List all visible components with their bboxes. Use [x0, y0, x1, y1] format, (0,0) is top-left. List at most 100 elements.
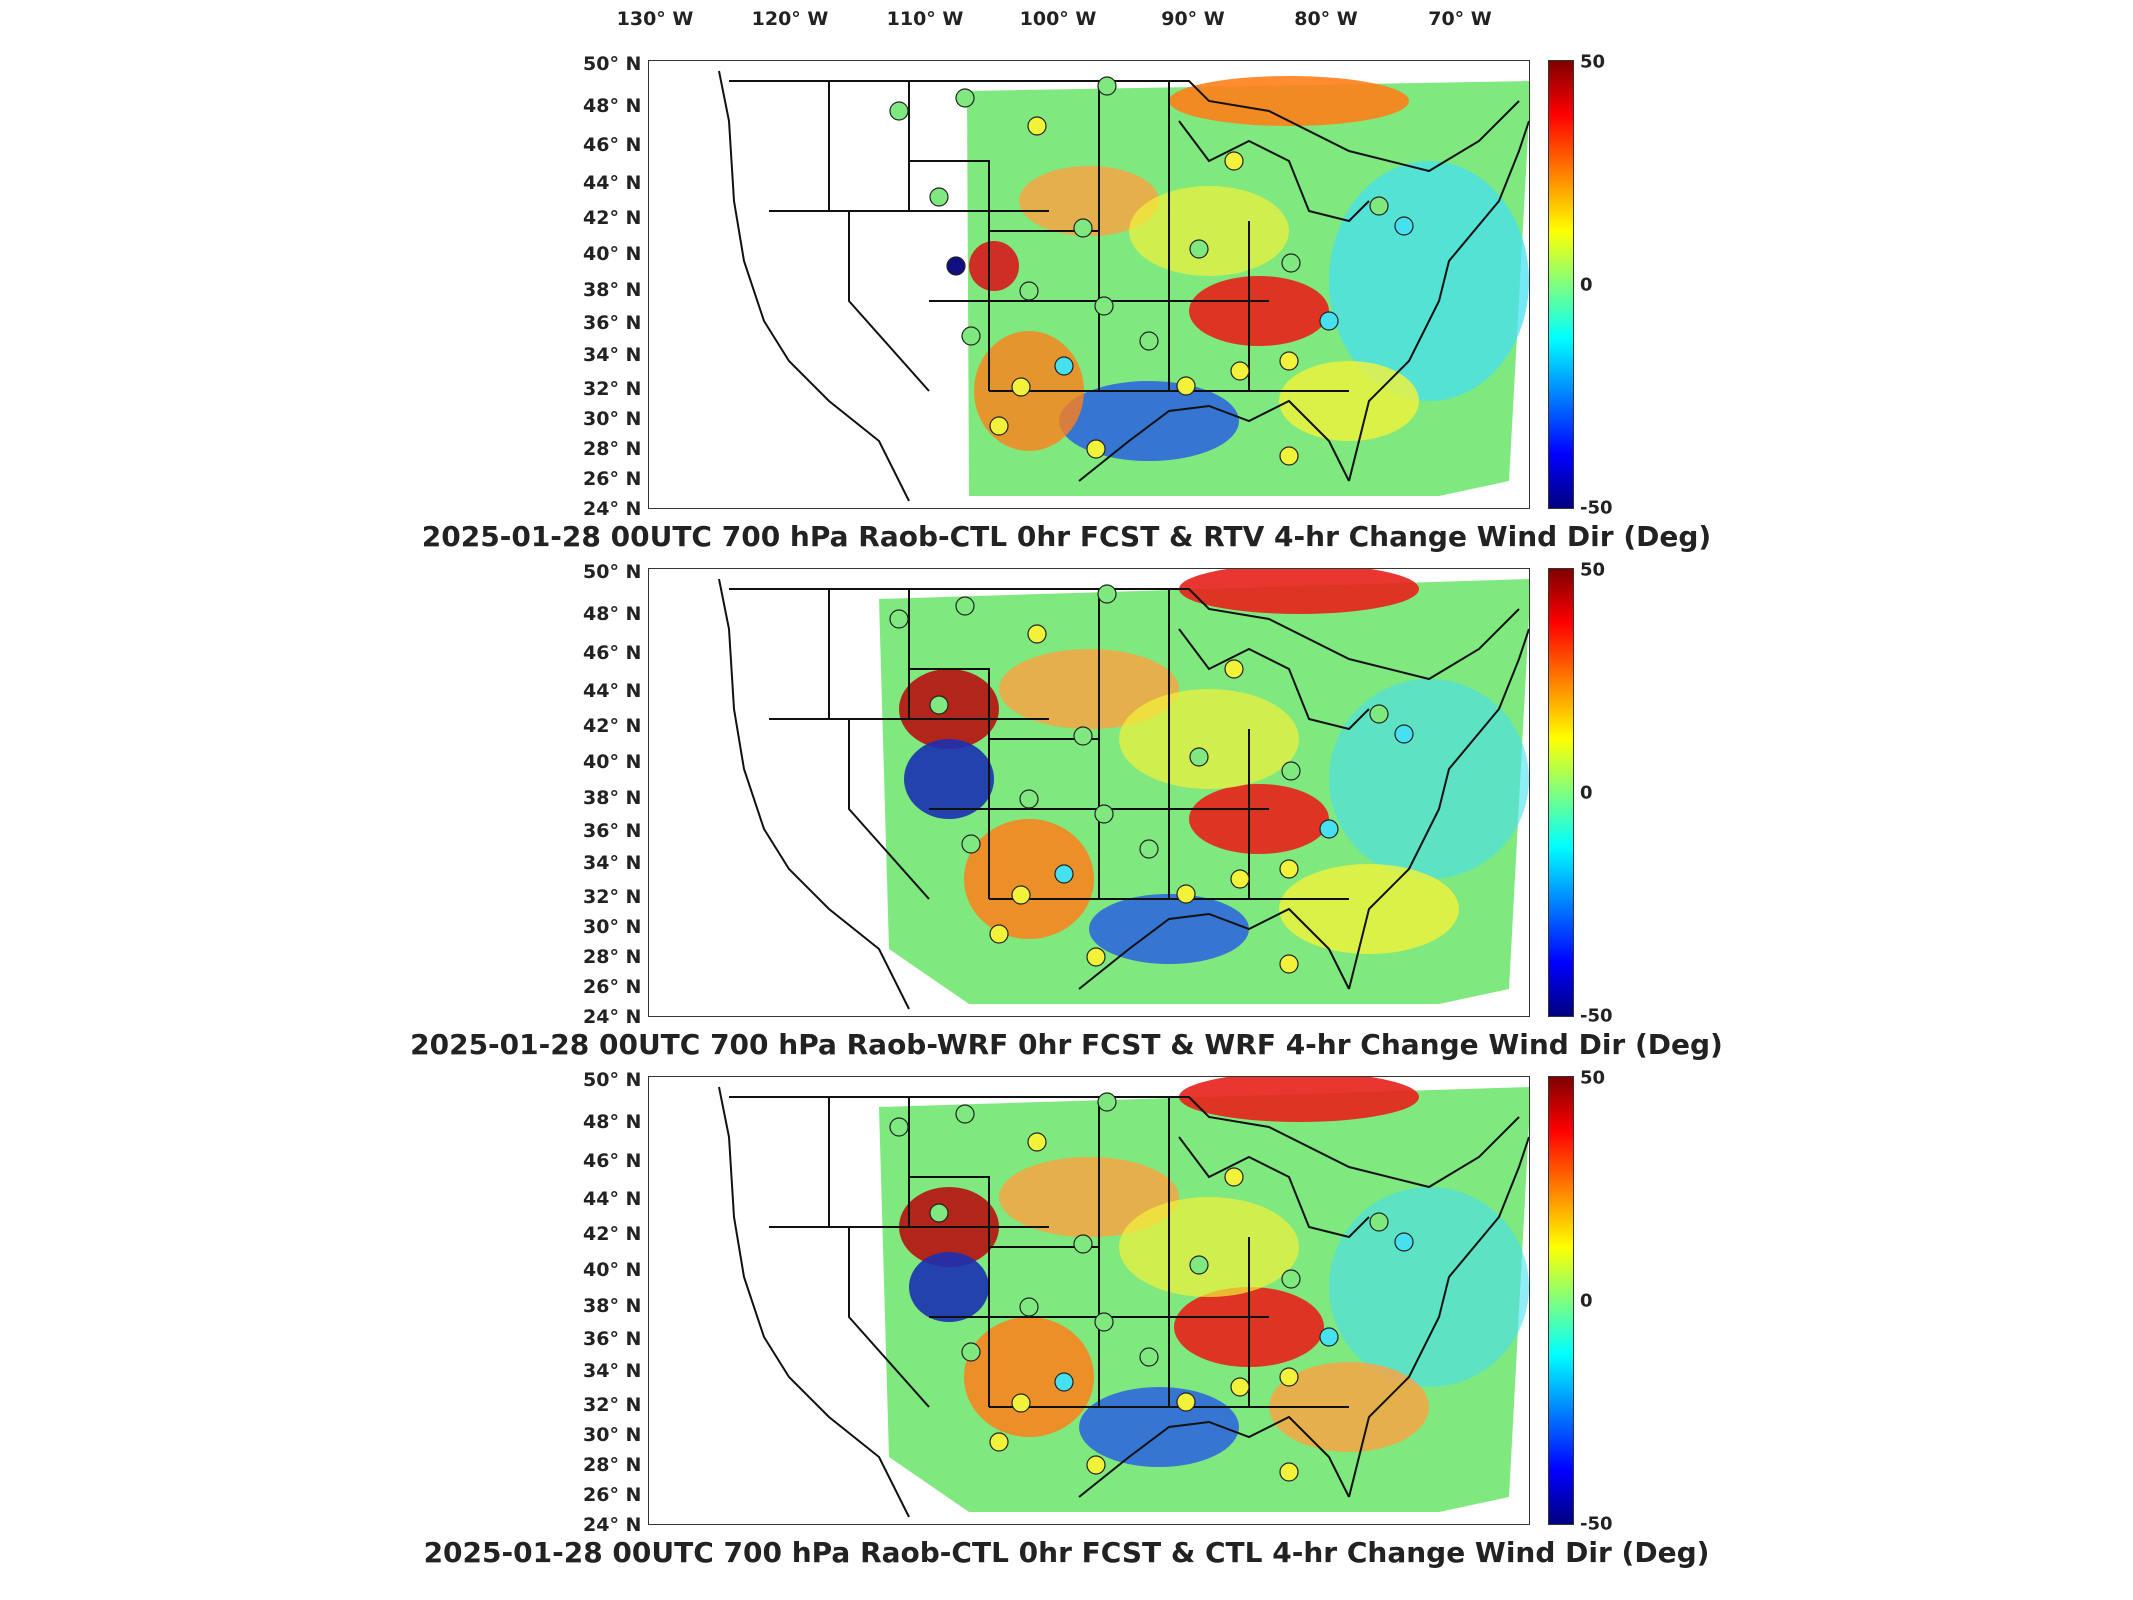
field-yellow-midwest [1119, 689, 1299, 789]
station-marker [1086, 439, 1106, 459]
border-canada [729, 1096, 1520, 1189]
station-marker [929, 1203, 949, 1223]
station-marker [1279, 1367, 1299, 1387]
colorbar-mid-label: 0 [1580, 782, 1593, 804]
field-orange-texas [964, 819, 1094, 939]
lat-label: 36° N [583, 820, 642, 842]
field-red-northeast [1179, 1077, 1419, 1122]
station-marker [1189, 1255, 1209, 1275]
great-lakes [1178, 1136, 1370, 1239]
field-blue-gulf [1089, 894, 1249, 964]
lat-label: 24° N [583, 1514, 642, 1536]
colorbar [1548, 568, 1574, 1017]
station-marker [1086, 1455, 1106, 1475]
lat-label: 30° N [583, 916, 642, 938]
great-lakes [1178, 120, 1370, 223]
panel-title: 2025-01-28 00UTC 700 hPa Raob-CTL 0hr FC… [421, 520, 1712, 553]
west-coast [718, 1086, 910, 1518]
lat-label: 32° N [583, 886, 642, 908]
station-marker [889, 609, 909, 629]
station-marker [1189, 747, 1209, 767]
lon-label: 80° W [1294, 8, 1358, 30]
lon-label: 70° W [1428, 8, 1492, 30]
lat-label: 50° N [583, 53, 642, 75]
great-lakes [1178, 628, 1370, 731]
lat-label: 50° N [583, 1069, 642, 1091]
lat-label: 36° N [583, 312, 642, 334]
map-plot [648, 1076, 1530, 1525]
lon-label: 120° W [751, 8, 829, 30]
colorbar-mid-label: 0 [1580, 274, 1593, 296]
east-coast [1348, 1136, 1529, 1498]
station-marker [1369, 1212, 1389, 1232]
lat-label: 34° N [583, 344, 642, 366]
colorbar-min-label: -50 [1580, 1005, 1613, 1027]
station-marker [1369, 196, 1389, 216]
field-red-northeast [1169, 76, 1409, 126]
station-marker [1019, 789, 1039, 809]
lat-label: 46° N [583, 134, 642, 156]
station-marker [1094, 1312, 1114, 1332]
longitude-axis: 130° W 120° W 110° W 100° W 90° W 80° W … [0, 0, 2133, 40]
station-marker [1139, 1347, 1159, 1367]
east-coast [1348, 120, 1529, 482]
west-coast [718, 70, 910, 502]
station-marker [1011, 885, 1031, 905]
station-marker [1279, 351, 1299, 371]
lat-label: 42° N [583, 1223, 642, 1245]
lat-label: 38° N [583, 1295, 642, 1317]
station-marker [1019, 281, 1039, 301]
lat-label: 44° N [583, 680, 642, 702]
colorbar-max-label: 50 [1580, 559, 1606, 581]
station-marker [1279, 954, 1299, 974]
lat-label: 30° N [583, 408, 642, 430]
field-blue-gulf [1079, 1387, 1239, 1467]
station-marker [1094, 804, 1114, 824]
colorbar [1548, 1076, 1574, 1525]
station-marker [946, 256, 966, 276]
gulf-coast [1078, 1415, 1350, 1498]
lat-label: 48° N [583, 1111, 642, 1133]
station-marker [1073, 726, 1093, 746]
field-orange-plains [999, 1157, 1179, 1237]
field-cyan-east [1329, 1187, 1529, 1387]
station-marker [1011, 1393, 1031, 1413]
field-blue-gulf [1059, 381, 1239, 461]
station-marker [1097, 76, 1117, 96]
station-marker [1279, 446, 1299, 466]
lat-label: 40° N [583, 1259, 642, 1281]
border-canada [729, 80, 1520, 173]
station-marker [1176, 884, 1196, 904]
station-marker [1319, 819, 1339, 839]
lat-label: 34° N [583, 852, 642, 874]
field-red-colorado [969, 241, 1019, 291]
lat-label: 34° N [583, 1360, 642, 1382]
station-marker [1394, 724, 1414, 744]
gulf-coast [1078, 399, 1350, 482]
lat-label: 46° N [583, 1150, 642, 1172]
lat-label: 42° N [583, 207, 642, 229]
lat-label: 40° N [583, 751, 642, 773]
field-blue-rockies [909, 1252, 989, 1322]
station-marker [1176, 1392, 1196, 1412]
station-marker [1054, 864, 1074, 884]
map-field-svg [718, 569, 1529, 1010]
west-coast [718, 578, 910, 1010]
colorbar-min-label: -50 [1580, 497, 1613, 519]
station-marker [961, 1342, 981, 1362]
lat-label: 32° N [583, 378, 642, 400]
station-marker [1230, 869, 1250, 889]
lon-label: 110° W [886, 8, 964, 30]
lat-label: 38° N [583, 787, 642, 809]
field-orange-plains [1019, 166, 1159, 236]
station-marker [1189, 239, 1209, 259]
east-coast [1348, 628, 1529, 990]
field-orange-texas [964, 1317, 1094, 1437]
station-marker [1369, 704, 1389, 724]
field-yellow-south [1279, 361, 1419, 441]
lat-label: 24° N [583, 1006, 642, 1028]
field-orange-plains [999, 649, 1179, 729]
lat-label: 36° N [583, 1328, 642, 1350]
station-marker [1027, 624, 1047, 644]
lat-label: 50° N [583, 561, 642, 583]
